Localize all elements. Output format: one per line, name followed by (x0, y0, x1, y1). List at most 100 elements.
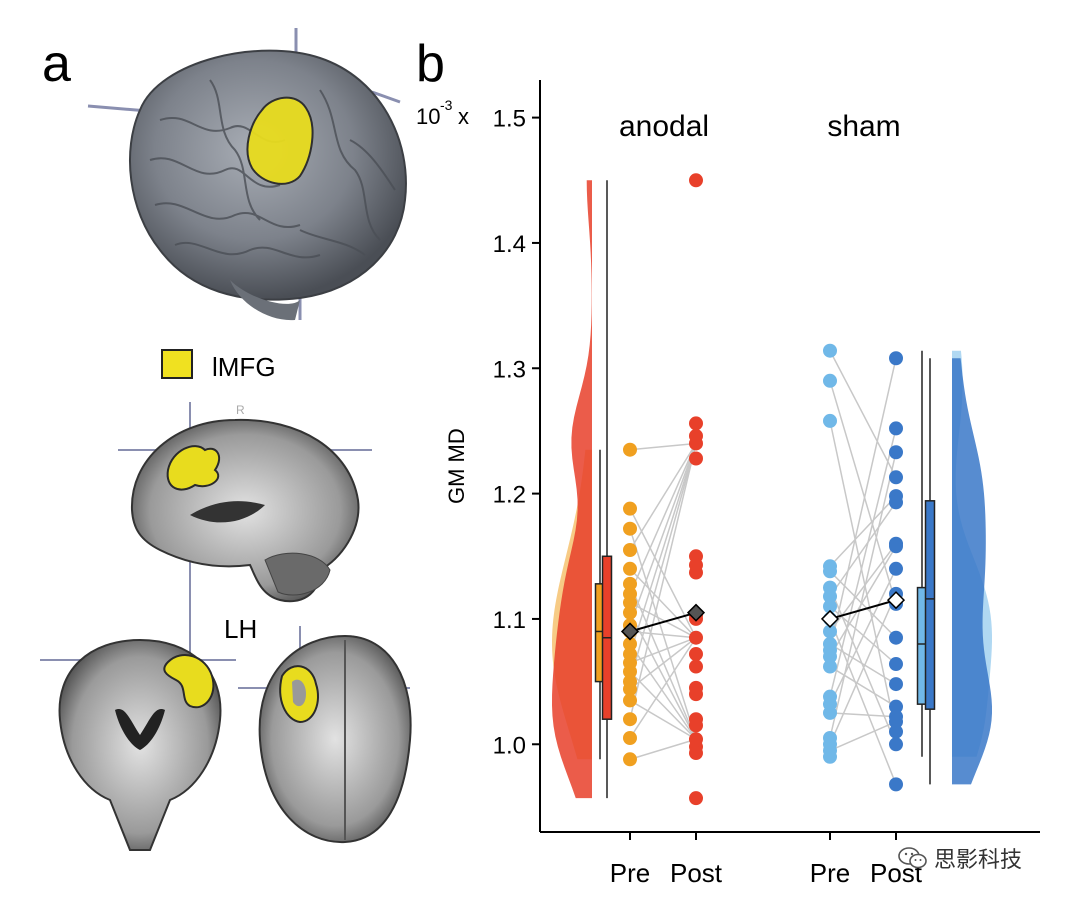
pair-line (629, 583, 697, 740)
data-point-pre (823, 599, 837, 614)
data-point-post (689, 718, 703, 733)
data-point-post (889, 445, 903, 460)
data-point-pre (623, 442, 637, 457)
data-point-pre (623, 637, 637, 651)
pair-line (629, 443, 697, 626)
data-point-post (889, 351, 903, 366)
pair-line (629, 637, 697, 690)
pair-line (629, 443, 697, 655)
data-point-post (889, 495, 903, 510)
pair-line (829, 593, 897, 745)
data-point-post (689, 565, 703, 580)
pair-line (829, 420, 897, 732)
pair-line (629, 568, 697, 639)
data-point-pre (823, 659, 837, 674)
data-point-pre (623, 752, 637, 767)
raincloud-chart: 1.01.11.21.31.41.5 10 -3 x GM MD anodal … (416, 80, 1040, 888)
pair-line (829, 543, 897, 632)
x-tick-anodal-post: Post (670, 858, 723, 888)
pair-line (829, 643, 897, 685)
mean-diamond-post (686, 603, 706, 622)
pair-line (629, 630, 697, 639)
mean-diamond-pre (620, 622, 640, 641)
y-tick-label: 1.4 (493, 231, 526, 258)
half-violin-post (552, 180, 592, 799)
pair-line (829, 568, 897, 705)
slice-letter-r-1: R (236, 403, 245, 417)
data-point-post (889, 699, 903, 714)
pair-line (629, 443, 697, 682)
y-axis-label: GM MD (444, 428, 469, 504)
data-point-pre (623, 595, 637, 610)
coronal-slice: R (40, 612, 236, 851)
data-point-post (889, 724, 903, 739)
y-tick-label: 1.0 (493, 732, 526, 759)
brain-figure: R R (40, 28, 412, 851)
data-point-pre (823, 413, 837, 428)
data-point-pre (623, 501, 637, 516)
watermark: 思影科技 (898, 842, 1022, 874)
legend-label-lmfg: lMFG (212, 352, 276, 382)
wechat-icon (898, 847, 927, 869)
lmfg-region (246, 96, 314, 185)
half-violin-post (952, 358, 992, 785)
data-point-pre (623, 543, 637, 557)
lmfg-sagittal (166, 445, 221, 491)
panel-letter-b: b (416, 35, 445, 93)
data-point-pre (623, 605, 637, 620)
pair-line (829, 358, 897, 651)
pair-line (629, 738, 697, 761)
watermark-text: 思影科技 (934, 847, 1023, 872)
group-title-anodal: anodal (619, 110, 709, 143)
pair-line (829, 587, 897, 745)
pair-line (829, 501, 897, 597)
data-point-post (889, 421, 903, 436)
data-point-post (689, 791, 703, 806)
y-multiplier-x: x (458, 104, 469, 129)
data-point-post (689, 173, 703, 188)
sagittal-slice: R (118, 402, 372, 612)
data-point-pre (823, 373, 837, 388)
data-point-post (889, 561, 903, 576)
axial-slice (238, 626, 412, 844)
y-tick-label: 1.3 (493, 356, 526, 383)
data-point-post (889, 470, 903, 485)
data-point-pre (623, 576, 637, 591)
pair-line (629, 643, 697, 740)
pair-line (829, 721, 897, 752)
mean-line (829, 599, 897, 620)
pair-line (829, 452, 897, 739)
data-point-post (689, 687, 703, 702)
data-point-pre (823, 624, 837, 639)
data-point-pre (823, 343, 837, 358)
data-point-pre (823, 749, 837, 764)
box-post (924, 500, 936, 710)
pair-line (829, 570, 897, 639)
y-multiplier-base: 10 (416, 104, 440, 129)
pair-line (629, 637, 697, 739)
pair-line (829, 618, 897, 785)
data-point-pre (823, 564, 837, 579)
panel-letter-a: a (42, 35, 71, 93)
data-point-pre (623, 682, 637, 697)
group-title-sham: sham (827, 110, 900, 143)
pair-line (829, 545, 897, 657)
hemisphere-label: LH (224, 614, 258, 644)
data-point-pre (623, 521, 637, 536)
pair-line (629, 637, 697, 664)
pair-line (629, 442, 697, 451)
pair-line (629, 508, 697, 639)
data-point-pre (623, 664, 637, 679)
legend-swatch (161, 349, 193, 379)
y-tick-label: 1.2 (493, 482, 526, 509)
data-point-post (689, 436, 703, 451)
pair-line (629, 443, 697, 720)
data-point-post (689, 659, 703, 674)
pair-line (829, 712, 897, 718)
pair-line (829, 495, 897, 567)
pair-line (829, 380, 897, 605)
pair-line (829, 428, 897, 697)
pair-line (829, 350, 897, 478)
data-point-post (689, 630, 703, 645)
mean-diamond-post (886, 591, 906, 610)
